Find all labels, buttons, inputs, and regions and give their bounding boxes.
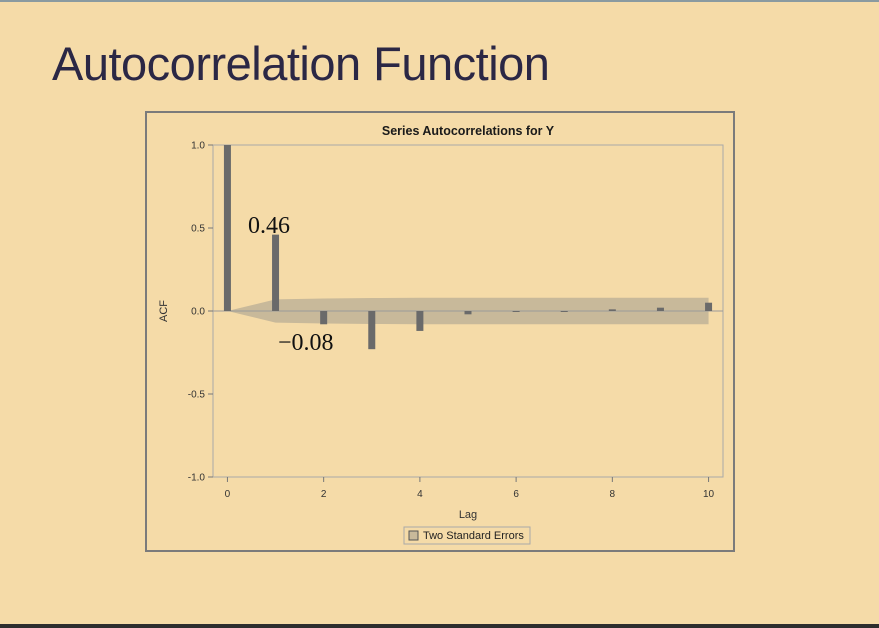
y-tick-label: 0.0 (191, 307, 205, 318)
acf-bar-lag-8 (608, 309, 616, 311)
acf-bar-lag-9 (656, 307, 664, 311)
legend-box (403, 526, 531, 545)
y-tick-label: -1.0 (188, 473, 206, 484)
acf-bar-lag-1 (272, 234, 280, 311)
annotation-lag-2: −0.08 (278, 330, 334, 356)
acf-bar-lag-6 (512, 311, 520, 312)
acf-bar-lag-4 (416, 311, 424, 331)
y-tick-label: 1.0 (191, 141, 205, 152)
acf-bar-lag-0 (223, 145, 231, 311)
acf-bar-lag-3 (368, 311, 376, 350)
chart-title: Series Autocorrelations for Y (382, 124, 555, 138)
x-tick-label: 4 (417, 489, 423, 500)
x-tick-label: 2 (321, 489, 327, 500)
legend-label-two-standard-errors: Two Standard Errors (423, 530, 524, 542)
figure-frame (145, 111, 735, 552)
y-tick-label: 0.5 (191, 224, 205, 235)
x-tick-label: 6 (513, 489, 519, 500)
bottom-rule (0, 624, 879, 628)
acf-bar-lag-10 (705, 302, 713, 311)
x-tick-label: 10 (703, 489, 715, 500)
x-tick-label: 8 (610, 489, 616, 500)
top-rule (0, 0, 879, 2)
annotation-lag-1: 0.46 (248, 213, 290, 239)
x-axis-label: Lag (459, 509, 477, 521)
acf-bar-lag-5 (464, 311, 472, 315)
y-tick-label: -0.5 (188, 390, 206, 401)
y-axis-label: ACF (158, 300, 170, 322)
slide-title: Autocorrelation Function (52, 37, 550, 90)
acf-bar-lag-2 (320, 311, 328, 325)
acf-bar-lag-7 (560, 311, 568, 312)
x-tick-label: 0 (225, 489, 231, 500)
legend-swatch-two-standard-errors (408, 530, 419, 541)
